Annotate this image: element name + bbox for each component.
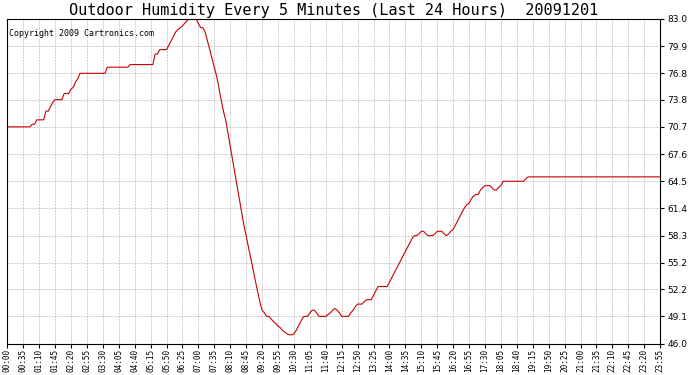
Text: Copyright 2009 Cartronics.com: Copyright 2009 Cartronics.com — [8, 28, 154, 38]
Title: Outdoor Humidity Every 5 Minutes (Last 24 Hours)  20091201: Outdoor Humidity Every 5 Minutes (Last 2… — [69, 3, 598, 18]
